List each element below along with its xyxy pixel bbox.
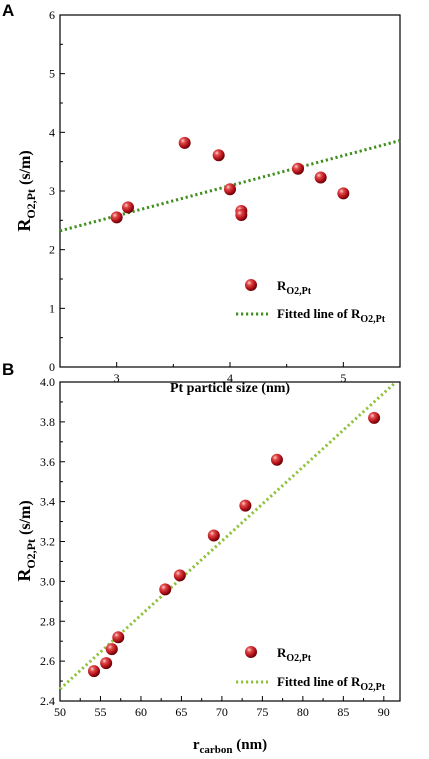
data-point [173, 569, 186, 582]
panel-b-legend: RO2,Pt Fitted line of RO2,Pt [236, 645, 386, 693]
y-tick-label: 4 [49, 125, 55, 139]
x-tick-label: 4 [227, 371, 233, 385]
panel-b-points [88, 411, 381, 678]
y-tick-label: 2.6 [40, 654, 55, 668]
data-point [314, 171, 327, 184]
panel-a-legend-series-label: RO2,Pt [277, 278, 312, 297]
y-tick-label: 4.0 [40, 375, 55, 389]
panel-a-points [110, 136, 350, 224]
y-tick-label: 0 [49, 360, 55, 374]
x-tick-label: 50 [54, 705, 66, 719]
y-tick-label: 3.2 [40, 535, 55, 549]
x-tick-label: 85 [337, 705, 349, 719]
x-tick-label: 80 [297, 705, 309, 719]
data-point [159, 583, 172, 596]
data-point [224, 183, 236, 196]
x-tick-label: 90 [378, 705, 390, 719]
y-tick-label: 6 [49, 8, 55, 22]
data-point [88, 665, 100, 678]
data-point [112, 631, 125, 644]
y-tick-label: 3.0 [40, 574, 55, 588]
data-point [337, 187, 350, 200]
data-point [270, 453, 283, 466]
panel-a-x-axis-title: Pt particle size (nm) [170, 381, 290, 396]
panel-a-y-axis: 0 1 2 3 4 5 6 [49, 8, 65, 374]
data-point [105, 643, 118, 656]
data-point [122, 201, 134, 214]
panel-a-legend: RO2,Pt Fitted line of RO2,Pt [236, 278, 386, 325]
panel-b-x-axis: 50 55 60 65 70 75 80 85 90 [54, 696, 390, 719]
chart-panel-b: B 2.42.62.83.03.23.43.63.84.0 50 55 60 65 70… [2, 360, 401, 756]
y-tick-label: 3.8 [40, 415, 55, 429]
x-tick-label: 3 [114, 371, 120, 385]
y-tick-label: 2 [49, 243, 55, 257]
data-point [207, 529, 220, 542]
chart-panel-a: A 0 1 2 3 4 5 6 3 4 5 RO2,Pt (s/m) Pt particle s… [2, 1, 401, 396]
panel-a-x-axis: 3 4 5 [59, 362, 401, 385]
data-point [239, 499, 252, 512]
y-tick-label: 5 [49, 67, 55, 81]
x-tick-label: 65 [175, 705, 187, 719]
y-tick-label: 3.6 [40, 455, 55, 469]
panel-a-legend-fit-label: Fitted line of RO2,Pt [277, 306, 386, 325]
panel-a-y-axis-title: RO2,Pt (s/m) [14, 150, 38, 231]
y-tick-label: 2.4 [40, 694, 55, 708]
panel-a-letter: A [2, 1, 14, 20]
panel-a-legend-marker [245, 279, 257, 291]
panel-b-y-axis-title: RO2,Pt (s/m) [14, 500, 38, 581]
x-tick-label: 55 [94, 705, 106, 719]
y-tick-label: 3.4 [40, 495, 55, 509]
data-point [235, 209, 248, 222]
x-tick-label: 5 [340, 371, 346, 385]
panel-b-legend-series-label: RO2,Pt [277, 645, 312, 664]
data-point [212, 149, 225, 162]
panel-b-x-axis-title: rcarbon (nm) [193, 737, 267, 756]
data-point [292, 162, 304, 175]
panel-b-legend-marker [245, 646, 257, 658]
y-tick-label: 3 [49, 184, 55, 198]
panel-b-y-axis: 2.4 2.6 2.8 3.0 3.2 3.4 3.6 3.8 4.0 [40, 375, 65, 708]
data-point [110, 211, 123, 224]
x-tick-label: 75 [256, 705, 268, 719]
panel-b-letter: B [2, 360, 14, 379]
x-tick-label: 60 [135, 705, 147, 719]
x-tick-label: 70 [216, 705, 228, 719]
data-point [368, 411, 381, 424]
y-tick-label: 2.8 [40, 614, 55, 628]
data-point [100, 657, 113, 670]
panel-b-legend-fit-label: Fitted line of RO2,Pt [277, 674, 386, 693]
data-point [178, 136, 191, 149]
panel-b-fit-line [58, 380, 397, 691]
y-tick-label: 1 [49, 301, 55, 315]
